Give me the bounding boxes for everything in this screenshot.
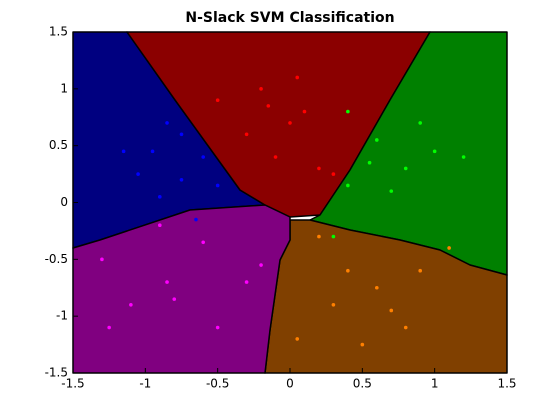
point	[129, 303, 133, 307]
point	[179, 132, 184, 137]
point	[367, 160, 372, 165]
point	[165, 280, 169, 284]
point	[447, 246, 451, 250]
y-tick-label: 0	[60, 195, 68, 209]
y-tick-label: 1.5	[49, 25, 68, 39]
x-tick-label: 0	[286, 377, 294, 391]
point	[266, 104, 271, 108]
point	[418, 268, 423, 273]
point	[295, 337, 300, 341]
point	[194, 217, 198, 222]
point	[100, 257, 104, 262]
decision-regions	[72, 31, 508, 374]
point	[432, 149, 437, 154]
x-tick-label: 1	[431, 377, 439, 391]
point	[389, 308, 394, 313]
point	[179, 177, 184, 182]
point	[158, 195, 162, 199]
point	[244, 280, 249, 284]
point	[158, 223, 162, 228]
point	[389, 189, 394, 193]
point	[331, 172, 336, 176]
point	[136, 172, 140, 176]
point	[165, 121, 169, 125]
x-tick-label: -1	[139, 377, 151, 391]
point	[317, 166, 321, 171]
point	[375, 285, 379, 290]
point	[461, 155, 466, 159]
point	[403, 325, 408, 330]
point	[215, 183, 220, 188]
point	[295, 75, 300, 80]
point	[150, 149, 155, 154]
x-tick-label: -1.5	[61, 377, 84, 391]
point	[418, 121, 423, 125]
y-tick-label: -1.5	[45, 366, 68, 380]
point	[259, 263, 263, 267]
y-tick-label: 0.5	[49, 138, 68, 152]
point	[201, 240, 205, 245]
point	[172, 297, 177, 301]
point	[259, 87, 263, 91]
x-tick-label: -0.5	[206, 377, 229, 391]
y-tick-label: 1	[60, 81, 68, 95]
point	[302, 109, 307, 114]
point	[273, 155, 278, 159]
point	[288, 121, 292, 125]
chart-title: N-Slack SVM Classification	[185, 10, 394, 26]
point	[244, 132, 249, 137]
point	[331, 234, 336, 239]
point	[375, 138, 379, 142]
point	[317, 234, 321, 239]
y-tick-label: -0.5	[45, 252, 68, 266]
point	[346, 109, 350, 114]
point	[107, 325, 111, 330]
point	[346, 268, 350, 273]
point	[331, 303, 336, 307]
point	[215, 325, 220, 330]
point	[215, 98, 220, 102]
point	[346, 183, 350, 188]
x-tick-label: 0.5	[353, 377, 372, 391]
point	[360, 342, 365, 347]
point	[121, 149, 126, 154]
point	[201, 155, 205, 159]
x-tick-label: 1.5	[497, 377, 516, 391]
point	[403, 166, 408, 171]
y-tick-label: -1	[56, 309, 68, 323]
